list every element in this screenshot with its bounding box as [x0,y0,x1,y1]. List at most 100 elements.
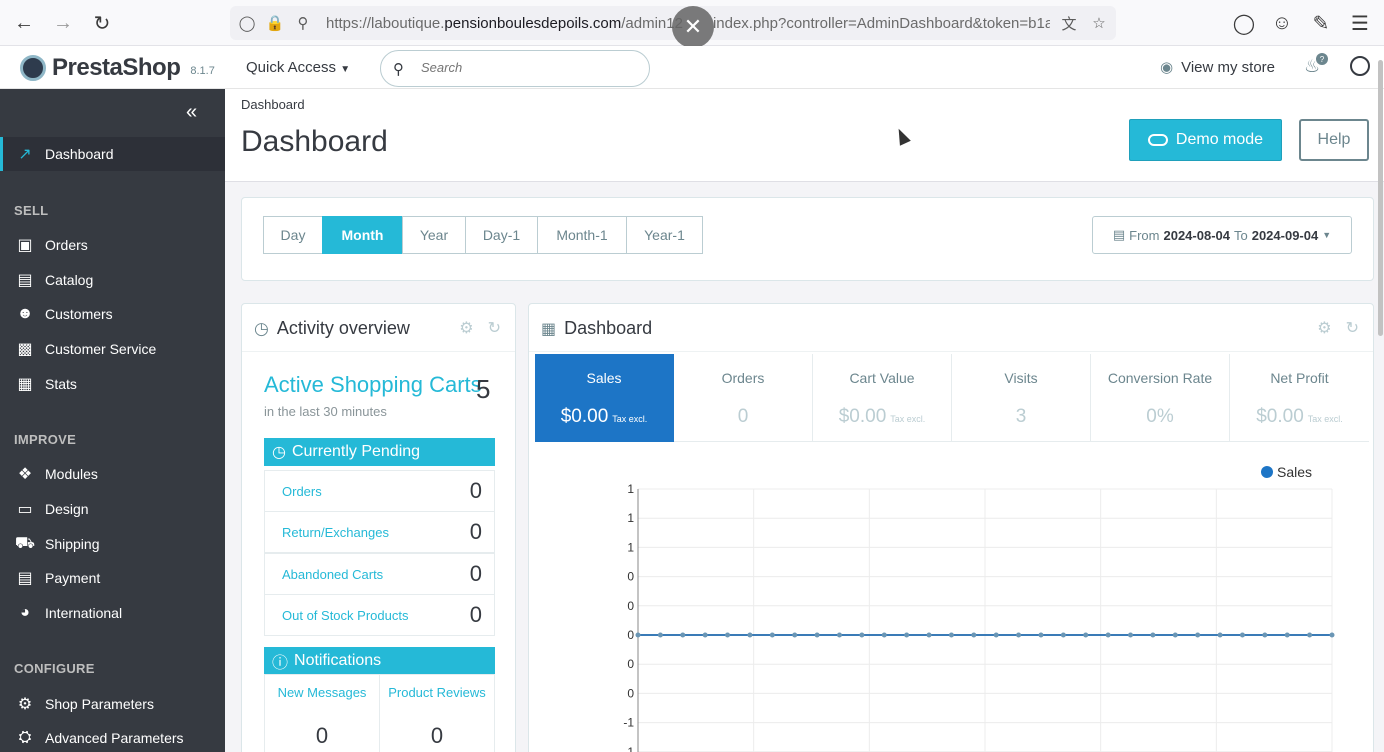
sidebar-item-design[interactable]: ▭ Design [0,492,225,526]
key-icon[interactable]: ⚲ [297,15,309,32]
date-range-picker[interactable]: ▤ From 2024-08-04 To 2024-09-04 ▼ [1092,216,1352,254]
y-tick-label: 1 [627,482,634,496]
data-point-sales [881,632,887,638]
monitor-icon: ▭ [17,501,33,518]
y-tick-label: 1 [627,540,634,554]
y-tick-label: 0 [627,657,634,671]
sidebar-item-payment[interactable]: ▤ Payment [0,561,225,595]
page-scrollbar[interactable] [1378,60,1383,336]
forward-arrow-icon[interactable]: → [53,11,73,34]
user-account-icon[interactable] [1350,56,1370,76]
kpi-visits[interactable]: Visits 3 [952,354,1091,442]
pending-row-abandoned-carts[interactable]: Abandoned Carts 0 [264,553,495,595]
calendar-icon: ▤ [1112,227,1126,242]
caret-down-icon: ▼ [340,64,351,75]
section-improve: IMPROVE [14,432,77,447]
data-point-sales [1172,632,1178,638]
url-text[interactable]: https://laboutique.pensionboulesdepoils.… [326,15,1050,32]
data-point-sales [859,632,865,638]
period-year-minus-1-button[interactable]: Year-1 [626,216,703,254]
reload-icon[interactable]: ↻ [93,12,111,35]
help-button[interactable]: Help [1299,119,1369,161]
data-point-sales [747,632,753,638]
period-day-button[interactable]: Day [263,216,323,254]
sidebar-item-modules[interactable]: ❖ Modules [0,457,225,491]
translate-icon[interactable]: 文 [1061,15,1077,33]
lock-icon[interactable]: 🔒 [265,15,285,32]
breadcrumb[interactable]: Dashboard [241,97,305,112]
period-day-minus-1-button[interactable]: Day-1 [465,216,538,254]
sidebar-item-orders[interactable]: ▣ Orders [0,228,225,262]
sidebar-item-stats[interactable]: ▦ Stats [0,367,225,401]
sidebar-item-customer-service[interactable]: ▩ Customer Service [0,332,225,366]
data-point-sales [1217,632,1223,638]
pending-row-orders[interactable]: Orders 0 [264,470,495,512]
kpi-sales[interactable]: Sales $0.00 Tax excl. [535,354,674,442]
shield-icon[interactable]: ◯ [238,15,256,32]
clock-icon: ◷ [272,444,286,461]
basket-icon: ▣ [17,237,33,254]
sidebar-item-shop-parameters[interactable]: ⚙ Shop Parameters [0,687,225,721]
sidebar-item-customers[interactable]: ☻ Customers [0,297,225,331]
dashboard-chart-panel: ▦ Dashboard ⚙ ↻ Sales $0.00 Tax excl. Ord… [528,303,1374,752]
pocket-icon[interactable]: ◯ [1232,12,1256,35]
extensions-icon[interactable]: ✎ [1312,12,1330,35]
data-point-sales [836,632,842,638]
version-label: 8.1.7 [190,65,215,77]
data-point-sales [725,632,731,638]
app-header: PrestaShop 8.1.7 Quick Access ▼ ⚲ ◉ View… [0,46,1384,89]
period-month-minus-1-button[interactable]: Month-1 [537,216,627,254]
clock-icon: ◷ [254,318,269,338]
chart-legend[interactable]: Sales [1261,464,1312,480]
data-point-sales [1105,632,1111,638]
sidebar-item-shipping[interactable]: ⛟ Shipping [14,535,100,552]
notif-product-reviews[interactable]: Product Reviews 0 [379,674,495,752]
active-carts-count: 5 [476,374,491,404]
y-tick-label: 0 [627,599,634,613]
kpi-net-profit[interactable]: Net Profit $0.00 Tax excl. [1230,354,1369,442]
data-point-sales [1307,632,1313,638]
close-icon[interactable]: ✕ [672,6,714,48]
sidebar-item-advanced-parameters[interactable]: ⛭ Advanced Parameters [0,721,225,752]
quick-access-dropdown[interactable]: Quick Access ▼ [246,59,351,76]
prestashop-logo[interactable]: PrestaShop 8.1.7 [20,54,215,82]
gear-icon[interactable]: ⚙ [459,320,474,337]
period-month-button[interactable]: Month [322,216,403,254]
data-point-sales [993,632,999,638]
gear-icon[interactable]: ⚙ [1317,320,1332,337]
view-store-link[interactable]: ◉ View my store [1160,58,1276,77]
refresh-icon[interactable]: ↻ [487,320,501,337]
data-point-sales [971,632,977,638]
demo-mode-button[interactable]: Demo mode [1129,119,1282,161]
caret-down-icon: ▼ [1322,230,1332,240]
search-field[interactable]: ⚲ [380,50,650,87]
active-carts-link[interactable]: Active Shopping Carts [264,372,482,397]
notifications-badge: ? [1316,53,1328,65]
account-icon[interactable]: ☺ [1271,11,1293,34]
kpi-conversion-rate[interactable]: Conversion Rate 0% [1091,354,1230,442]
back-arrow-icon[interactable]: ← [14,11,34,34]
sidebar-item-international[interactable]: ◕ International [0,596,225,630]
kpi-orders[interactable]: Orders 0 [674,354,813,442]
data-point-sales [702,632,708,638]
trending-icon: ↗ [18,146,32,163]
sales-line-chart: 1 1 1 0 0 0 0 0 -1 -1 [623,482,1335,752]
sidebar-item-catalog[interactable]: ▤ Catalog [0,263,225,297]
notif-new-messages[interactable]: New Messages 0 [264,674,380,752]
sidebar-item-dashboard[interactable]: ↗ Dashboard [0,137,225,171]
period-year-button[interactable]: Year [402,216,466,254]
y-tick-label: 0 [627,570,634,584]
pending-row-out-of-stock[interactable]: Out of Stock Products 0 [264,594,495,636]
info-icon: ⓘ [272,655,289,672]
data-point-sales [926,632,932,638]
data-point-sales [1083,632,1089,638]
puzzle-icon: ❖ [17,466,33,483]
star-icon[interactable]: ☆ [1092,15,1106,32]
search-input[interactable] [421,60,621,75]
refresh-icon[interactable]: ↻ [1345,320,1359,337]
menu-icon[interactable]: ☰ [1351,12,1369,35]
kpi-cart-value[interactable]: Cart Value $0.00 Tax excl. [813,354,952,442]
data-point-sales [1128,632,1134,638]
collapse-sidebar-icon[interactable]: « [186,101,198,123]
pending-row-returns[interactable]: Return/Exchanges 0 [264,511,495,553]
